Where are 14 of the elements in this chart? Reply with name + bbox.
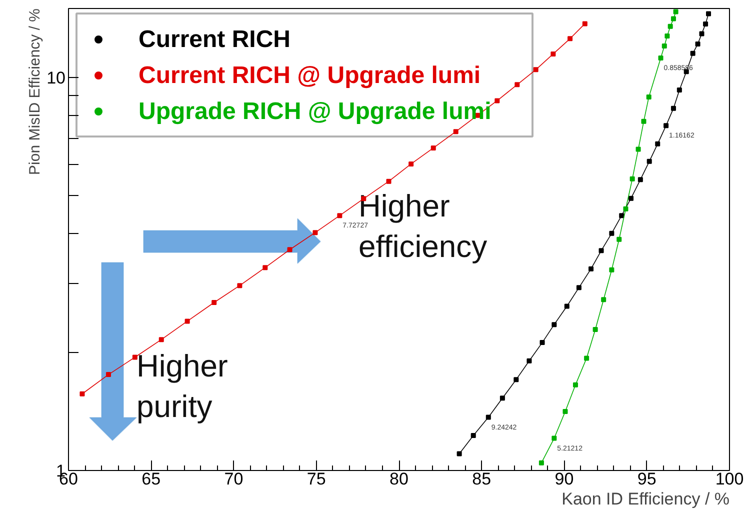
x-tick-label: 85: [472, 470, 492, 488]
x-axis-title: Kaon ID Efficiency / %: [562, 490, 730, 508]
x-tick-label: 75: [306, 470, 326, 488]
x-tick-label: 80: [390, 470, 408, 488]
y-axis-title: Pion MisID Efficiency / %: [26, 8, 44, 175]
x-tick-label: 95: [637, 470, 656, 488]
legend-label: Current RICH: [138, 26, 291, 53]
y-tick-label: 10: [46, 68, 66, 88]
x-tick-label: 100: [715, 470, 744, 488]
x-tick-label: 65: [142, 470, 161, 488]
x-tick-label: 70: [224, 470, 244, 488]
x-tick-label: 90: [554, 470, 574, 488]
legend-label: Current RICH @ Upgrade lumi: [138, 62, 481, 89]
annotation: Higher purity: [136, 348, 228, 424]
